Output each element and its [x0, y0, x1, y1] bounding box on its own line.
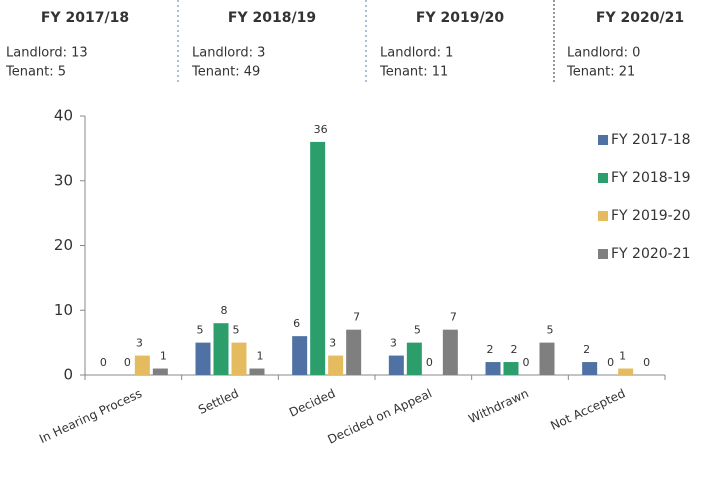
y-tick-label: 40: [54, 107, 73, 125]
panel-line: Tenant: 5: [5, 65, 66, 80]
x-tick-label: Settled: [196, 386, 241, 417]
x-tick-label: Decided on Appeal: [326, 386, 435, 447]
legend-label: FY 2018-19: [611, 170, 691, 186]
bar: [388, 355, 404, 375]
value-label: 3: [136, 337, 143, 350]
bar: [249, 368, 265, 375]
panel-line: Landlord: 1: [380, 46, 453, 61]
legend-label: FY 2020-21: [611, 246, 691, 262]
bar: [485, 362, 501, 375]
value-label: 0: [426, 356, 433, 369]
bar: [195, 342, 211, 375]
x-tick-label: Not Accepted: [548, 386, 627, 433]
value-label: 2: [583, 343, 590, 356]
value-label: 1: [257, 350, 264, 363]
panel-title: FY 2017/18: [41, 10, 129, 26]
value-label: 5: [233, 324, 240, 337]
bar: [152, 368, 168, 375]
bar: [442, 329, 458, 375]
value-label: 0: [100, 356, 107, 369]
value-label: 2: [487, 343, 494, 356]
panel-line: Landlord: 13: [6, 46, 88, 61]
y-tick-label: 20: [54, 236, 73, 254]
y-tick-label: 30: [54, 171, 73, 189]
panel-line: Tenant: 21: [566, 65, 635, 80]
value-label: 8: [221, 304, 228, 317]
value-label: 36: [314, 123, 328, 136]
panel-line: Landlord: 3: [192, 46, 265, 61]
value-label: 3: [390, 337, 397, 350]
value-label: 5: [547, 324, 554, 337]
legend-label: FY 2017-18: [611, 132, 691, 148]
panel-title: FY 2019/20: [416, 10, 504, 26]
value-label: 7: [450, 311, 457, 324]
value-label: 0: [124, 356, 131, 369]
x-tick-label: Decided: [287, 386, 337, 419]
panel-line: Tenant: 11: [379, 65, 448, 80]
y-tick-label: 10: [54, 301, 73, 319]
y-tick-label: 0: [63, 366, 73, 384]
bar: [292, 336, 308, 375]
value-label: 2: [511, 343, 518, 356]
value-label: 1: [619, 350, 626, 363]
panel-line: Landlord: 0: [567, 46, 640, 61]
bar: [213, 323, 229, 375]
x-tick-label: Withdrawn: [466, 386, 530, 426]
value-label: 5: [414, 324, 421, 337]
bar: [231, 342, 247, 375]
value-label: 3: [329, 337, 336, 350]
bar: [503, 362, 519, 375]
bar: [134, 355, 150, 375]
value-label: 0: [607, 356, 614, 369]
value-label: 5: [197, 324, 204, 337]
value-label: 0: [643, 356, 650, 369]
bar: [346, 329, 362, 375]
legend-label: FY 2019-20: [611, 208, 691, 224]
bar: [328, 355, 344, 375]
bar: [582, 362, 598, 375]
value-label: 7: [353, 311, 360, 324]
value-label: 0: [523, 356, 530, 369]
bar: [618, 368, 634, 375]
bar: [406, 342, 422, 375]
panel-title: FY 2018/19: [228, 10, 316, 26]
bar: [310, 141, 326, 375]
legend-swatch: [598, 249, 608, 259]
panel-title: FY 2020/21: [596, 10, 684, 26]
bar: [539, 342, 555, 375]
legend-swatch: [598, 173, 608, 183]
legend-swatch: [598, 211, 608, 221]
x-tick-label: In Hearing Process: [37, 386, 144, 446]
value-label: 1: [160, 350, 167, 363]
panel-line: Tenant: 49: [191, 65, 260, 80]
legend-swatch: [598, 135, 608, 145]
value-label: 6: [293, 317, 300, 330]
